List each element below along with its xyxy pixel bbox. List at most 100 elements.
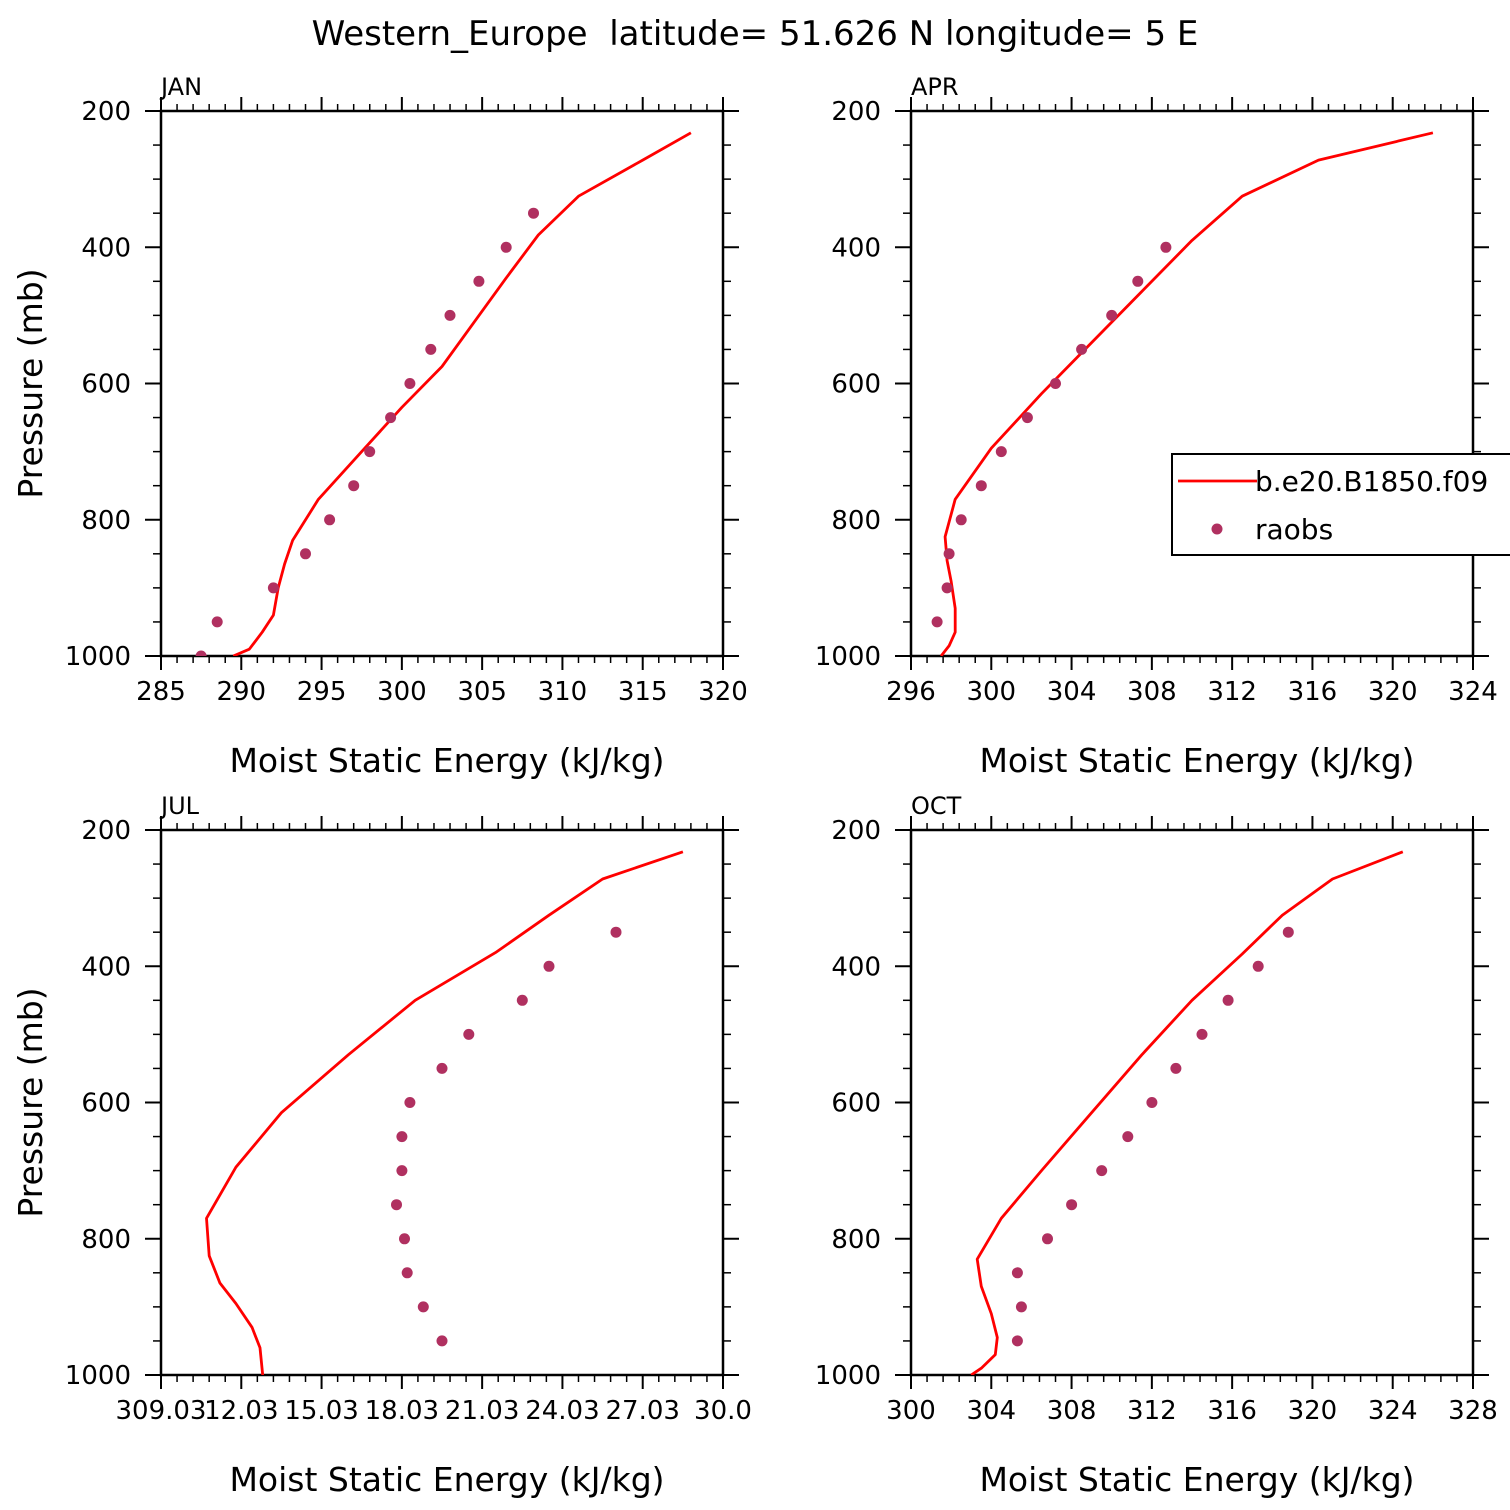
raobs-point (543, 960, 555, 972)
y-tick-label: 200 (81, 97, 131, 127)
model-line (970, 850, 1404, 1375)
x-tick-label: 300 (377, 677, 427, 707)
x-tick-label: 316 (1207, 1396, 1257, 1426)
x-tick-label: 24.03 (525, 1396, 599, 1426)
y-tick-label: 200 (81, 816, 131, 846)
raobs-point (324, 514, 336, 526)
y-tick-label: 200 (831, 816, 881, 846)
legend-marker-swatch (1211, 523, 1223, 535)
plot-frame (909, 828, 1475, 1377)
x-tick-label: 304 (1047, 677, 1097, 707)
y-tick-label: 600 (831, 1089, 881, 1119)
raobs-point (404, 1097, 416, 1108)
figure-title: Western_Europe latitude= 51.626 N longit… (312, 14, 1199, 54)
y-tick-label: 600 (831, 370, 881, 400)
y-tick-label: 1000 (815, 642, 881, 672)
raobs-point (1096, 1165, 1108, 1177)
model-line (205, 850, 684, 1375)
x-tick-label: 285 (136, 677, 186, 707)
raobs-point (396, 1131, 408, 1143)
raobs-point (436, 1335, 448, 1347)
series-group (931, 131, 1434, 656)
panel-label: JAN (159, 73, 202, 101)
plot-frame (159, 828, 725, 1377)
raobs-point (1042, 1233, 1053, 1245)
x-tick-label: 304 (966, 1396, 1016, 1426)
x-tick-label: 316 (1288, 677, 1338, 707)
raobs-point (975, 480, 987, 492)
raobs-point (1106, 309, 1118, 321)
panel-label: APR (911, 73, 959, 101)
panel-label: OCT (911, 792, 962, 820)
y-tick-label: 800 (81, 1225, 131, 1255)
x-axis-label: Moist Static Energy (kJ/kg) (979, 1460, 1414, 1499)
y-tick-label: 600 (81, 1089, 131, 1119)
x-tick-label: 27.03 (605, 1396, 679, 1426)
y-tick-label: 800 (831, 1225, 881, 1255)
panel-jan: JAN 285 290 295 300 305 310 315 320 200 400 600 800 1… (11, 73, 748, 780)
x-tick-label: 12.03 (204, 1396, 278, 1426)
x-tick-label: 310 (538, 677, 588, 707)
panel-oct: OCT 300 304 308 312 316 320 324 328 200 400 600 800 1… (815, 792, 1498, 1499)
raobs-point (364, 446, 376, 458)
x-tick-label: 21.03 (445, 1396, 519, 1426)
raobs-point (1146, 1097, 1158, 1108)
raobs-point (267, 582, 279, 594)
x-tick-label: 290 (216, 677, 266, 707)
x-tick-label: 320 (1288, 1396, 1338, 1426)
x-tick-label: 312 (1127, 1396, 1177, 1426)
raobs-point (463, 1028, 475, 1040)
raobs-point (1282, 926, 1294, 938)
x-tick-label: 324 (1448, 677, 1498, 707)
legend: b.e20.B1850.f09 raobs (1171, 453, 1510, 556)
x-tick-label: 295 (297, 677, 347, 707)
raobs-point (1252, 960, 1264, 972)
series-group (205, 850, 684, 1375)
raobs-point (1011, 1267, 1023, 1279)
raobs-point (195, 650, 207, 656)
raobs-point (1066, 1199, 1078, 1211)
legend-entry-raobs: raobs (1255, 513, 1333, 546)
raobs-point (1160, 241, 1172, 253)
raobs-point (1122, 1131, 1134, 1143)
y-axis-label: Pressure (mb) (11, 987, 50, 1217)
raobs-point (401, 1267, 413, 1279)
x-axis-label: Moist Static Energy (kJ/kg) (979, 741, 1414, 780)
x-tick-label: 320 (1368, 677, 1418, 707)
series-group (970, 850, 1404, 1375)
raobs-point (404, 378, 416, 389)
raobs-point (391, 1199, 402, 1211)
raobs-point (1222, 994, 1234, 1006)
x-tick-label: 308 (1127, 677, 1177, 707)
y-tick-label: 800 (831, 506, 881, 536)
x-tick-label: 305 (457, 677, 507, 707)
raobs-point (941, 582, 953, 594)
raobs-point (931, 616, 943, 628)
raobs-point (1011, 1335, 1023, 1347)
raobs-point (425, 343, 437, 355)
raobs-point (436, 1062, 448, 1074)
model-line (939, 131, 1434, 656)
x-tick-label: 18.03 (365, 1396, 439, 1426)
raobs-point (399, 1233, 410, 1245)
panel-apr: APR 296 300 304 308 312 316 320 324 200 400 600 800 1… (815, 73, 1498, 780)
x-tick-label: 328 (1448, 1396, 1498, 1426)
model-line (232, 131, 692, 656)
raobs-point (1021, 412, 1033, 424)
x-tick-label: 320 (698, 677, 748, 707)
y-tick-label: 600 (81, 370, 131, 400)
raobs-point (211, 616, 223, 628)
x-tick-label: 324 (1368, 1396, 1418, 1426)
y-tick-label: 200 (831, 97, 881, 127)
x-tick-label: 312 (1207, 677, 1257, 707)
y-tick-label: 400 (831, 233, 881, 263)
panel-label: JUL (159, 792, 200, 820)
y-tick-label: 1000 (65, 1361, 131, 1391)
x-tick-label: 296 (886, 677, 936, 707)
raobs-point (417, 1301, 429, 1313)
raobs-point (444, 309, 456, 321)
x-tick-label: 300 (966, 677, 1016, 707)
raobs-point (995, 446, 1007, 458)
